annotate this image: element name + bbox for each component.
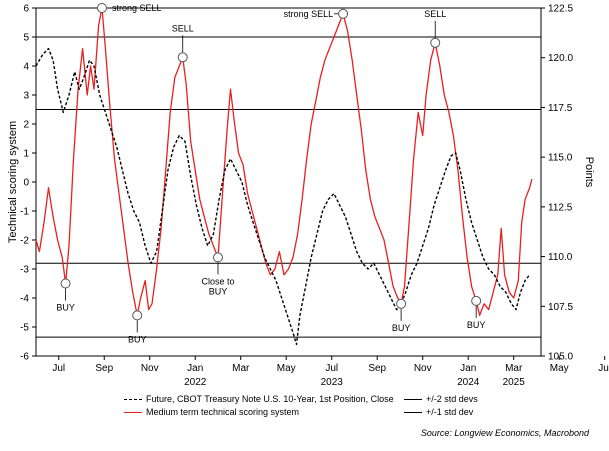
legend-label-future: Future, CBOT Treasury Note U.S. 10-Year,… <box>146 394 394 404</box>
annotation-label: BUY <box>56 303 75 313</box>
annotation-marker <box>396 298 407 309</box>
right-tick-label: 110.0 <box>548 252 573 263</box>
plot-frame <box>35 7 542 357</box>
x-year-label: 2023 <box>321 377 344 388</box>
y-axis-left-title: Technical scoring system <box>7 121 19 243</box>
left-tick-label: -1 <box>20 207 29 218</box>
right-tick-label: 117.5 <box>548 103 573 114</box>
legend-item-std1: +/-1 std dev <box>404 406 473 419</box>
x-year-label: 2025 <box>503 377 526 388</box>
legend-item-future: Future, CBOT Treasury Note U.S. 10-Year,… <box>124 393 404 406</box>
right-tick-label: 107.5 <box>548 302 573 313</box>
right-tick-label: 105.0 <box>548 352 573 363</box>
x-month-label: Mar <box>505 363 523 374</box>
chart-svg: 6 5 4 3 2 1 0 -1 -2 -3 -4 -5 -6 122.5 120.0 117.5 115.0 1… <box>7 3 609 388</box>
x-month-label: Jul <box>325 363 338 374</box>
x-month-label: Sep <box>95 363 113 374</box>
annotation-marker <box>430 37 441 48</box>
right-tick-label: 122.5 <box>548 4 573 15</box>
annotation-marker <box>177 52 188 63</box>
left-tick-label: 4 <box>23 62 29 73</box>
y-axis-right-title: Points <box>583 157 595 188</box>
x-month-label: Jan <box>460 363 476 374</box>
legend-item-std2: +/-2 std devs <box>404 393 478 406</box>
legend: Future, CBOT Treasury Note U.S. 10-Year,… <box>124 393 478 419</box>
left-tick-label: -3 <box>20 265 29 276</box>
left-tick-label: -2 <box>20 236 29 247</box>
annotation-label: BUY <box>392 323 411 333</box>
left-tick-label: 0 <box>23 178 29 189</box>
annotation-marker <box>212 252 223 263</box>
legend-swatch-std2 <box>404 399 422 400</box>
left-tick-label: 5 <box>23 33 29 44</box>
legend-label-std2: +/-2 std devs <box>426 394 478 404</box>
right-tick-label: 112.5 <box>548 202 573 213</box>
left-tick-label: 3 <box>23 91 29 102</box>
annotation-label: BUY <box>209 286 228 296</box>
legend-swatch-std1 <box>404 412 422 413</box>
legend-swatch-future <box>124 399 142 400</box>
annotation-label: strong SELL <box>112 3 162 13</box>
x-month-label: May <box>277 363 296 374</box>
annotation-label: SELL <box>172 23 194 33</box>
annotation-label: strong SELL <box>284 9 334 19</box>
annotation-label: BUY <box>128 334 147 344</box>
right-tick-label: 120.0 <box>548 53 573 64</box>
x-year-label: 2024 <box>457 377 480 388</box>
legend-label-medium: Medium term technical scoring system <box>146 407 300 417</box>
x-month-label: Jul <box>52 363 65 374</box>
x-month-label: Mar <box>232 363 250 374</box>
left-tick-label: -5 <box>20 323 29 334</box>
x-month-label: Nov <box>414 363 432 374</box>
x-month-label: May <box>550 363 569 374</box>
left-tick-label: 6 <box>23 4 29 15</box>
annotation-marker <box>471 295 482 306</box>
x-month-label: Sep <box>368 363 386 374</box>
left-tick-label: 1 <box>23 149 29 160</box>
series-line-future <box>35 47 531 346</box>
x-month-label: Jul <box>598 363 609 374</box>
legend-swatch-medium <box>124 412 142 413</box>
annotation-label: BUY <box>467 320 486 330</box>
legend-label-std1: +/-1 std dev <box>426 407 474 417</box>
left-tick-label: 2 <box>23 120 29 131</box>
annotation-marker <box>132 310 143 321</box>
left-tick-label: -6 <box>20 352 29 363</box>
annotation-label: Close to <box>201 276 234 286</box>
left-tick-label: -4 <box>20 294 29 305</box>
annotation-label: SELL <box>424 9 446 19</box>
x-month-label: Jan <box>187 363 203 374</box>
x-year-label: 2022 <box>184 377 207 388</box>
annotation-marker <box>96 3 107 13</box>
series-line-scoring <box>35 7 533 317</box>
annotation-marker <box>60 278 71 289</box>
right-tick-label: 115.0 <box>548 153 573 164</box>
legend-item-medium: Medium term technical scoring system <box>124 406 404 419</box>
source-note: Source: Longview Economics, Macrobond <box>420 428 589 438</box>
x-month-label: Nov <box>141 363 159 374</box>
annotation-marker <box>338 8 349 19</box>
